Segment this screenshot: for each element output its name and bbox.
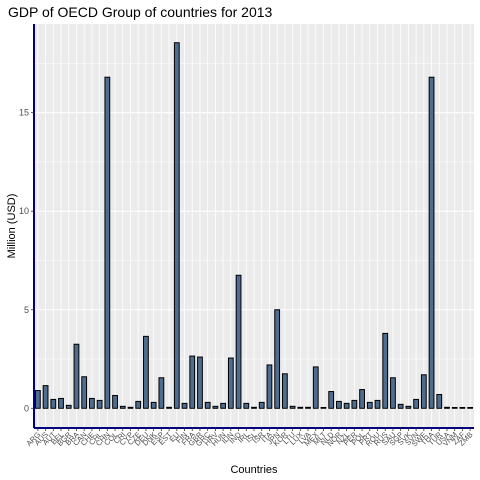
bar-rus: [382, 332, 389, 409]
bar-col: [112, 394, 118, 409]
bar-hrv: [212, 405, 219, 409]
bar-sgp: [397, 403, 404, 409]
bar-bra: [73, 343, 80, 409]
bar-per: [351, 399, 358, 409]
bar-tha: [428, 76, 435, 409]
bar-mex: [312, 366, 319, 409]
bar-swe: [420, 374, 427, 409]
bar-est: [166, 406, 172, 409]
y-tick-label: 0: [24, 403, 29, 413]
bar-ind: [235, 274, 242, 409]
bar-nor: [336, 400, 342, 409]
bar-aus: [42, 385, 49, 409]
bar-rou: [374, 399, 381, 409]
bar-che: [89, 397, 95, 409]
bar-ita: [266, 364, 273, 409]
bar-jpn: [274, 309, 281, 409]
bar-hun: [220, 402, 227, 409]
bar-ltu: [289, 405, 296, 409]
bars: [34, 42, 474, 409]
bar-bel: [58, 397, 64, 409]
bar-deu: [143, 335, 149, 409]
bar-svn: [413, 398, 419, 409]
bar-cri: [119, 405, 126, 409]
bar-chl: [96, 399, 103, 409]
bar-arg: [34, 390, 41, 409]
bar-eu: [173, 42, 180, 409]
bar-gbr: [197, 356, 203, 409]
bar-esp: [158, 377, 165, 409]
bar-prt: [366, 401, 373, 409]
bar-irl: [243, 402, 250, 409]
bar-chn: [104, 76, 111, 409]
bar-nld: [328, 391, 335, 409]
bar-lux: [297, 406, 304, 409]
bar-bgr: [65, 404, 72, 409]
bar-cyp: [127, 406, 134, 409]
bar-zaf: [459, 406, 466, 409]
bar-isr: [258, 401, 265, 409]
bar-vnm: [451, 406, 458, 409]
bar-fra: [189, 355, 196, 409]
bar-tur: [436, 393, 443, 409]
x-axis-ticks: ARGAUSAUTBELBGRBRACANCHECHLCHNCOLCRICYPC…: [24, 428, 475, 449]
bar-pol: [359, 389, 365, 409]
bar-dnk: [150, 401, 157, 409]
gridlines: [34, 24, 474, 428]
bar-idn: [227, 357, 234, 409]
y-axis-ticks: 0 5 10 15: [19, 108, 34, 413]
bar-zmb: [467, 406, 474, 409]
y-tick-label: 15: [19, 108, 29, 118]
bar-isl: [251, 406, 257, 409]
y-axis-label: Million (USD): [6, 194, 18, 259]
bar-fin: [181, 402, 188, 409]
bar-can: [81, 376, 88, 409]
bar-lva: [305, 406, 311, 409]
bar-grc: [204, 401, 211, 409]
chart-title: GDP of OECD Group of countries for 2013: [8, 4, 273, 20]
y-tick-label: 10: [19, 206, 29, 216]
bar-sau: [390, 377, 396, 409]
bar-nzl: [343, 402, 350, 409]
bar-aut: [50, 398, 57, 409]
x-axis-label: Countries: [230, 464, 278, 476]
bar-kor: [281, 373, 288, 409]
y-tick-label: 5: [24, 305, 29, 315]
bar-mlt: [320, 406, 327, 409]
bar-svk: [405, 405, 412, 409]
bar-usa: [444, 406, 450, 409]
bar-cze: [135, 400, 142, 409]
